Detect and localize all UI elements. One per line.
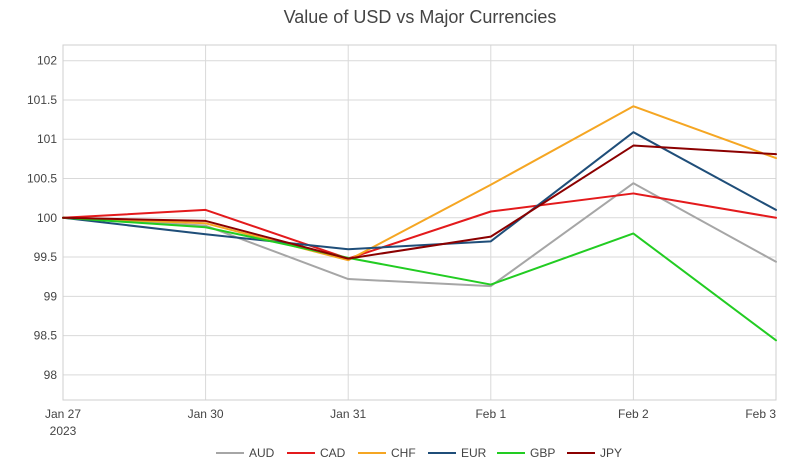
legend-label-gbp: GBP: [530, 446, 555, 460]
legend-label-cad: CAD: [320, 446, 346, 460]
x-tick-label: Jan 30: [188, 407, 224, 421]
legend-label-chf: CHF: [391, 446, 416, 460]
y-tick-label: 100: [37, 211, 57, 225]
y-tick-label: 99.5: [34, 250, 58, 264]
y-tick-label: 101: [37, 132, 57, 146]
x-tick-label: Jan 27: [45, 407, 81, 421]
series-line-jpy: [62, 144, 777, 260]
y-tick-label: 99: [44, 289, 58, 303]
series-line-aud: [62, 182, 777, 288]
series-line-gbp: [62, 216, 777, 342]
x-axis-ticks: Jan 27 2023 Jan 30 Jan 31 Feb 1 Feb 2 Feb 3: [45, 407, 776, 438]
x-tick-label: Feb 1: [475, 407, 506, 421]
y-tick-label: 101.5: [27, 93, 57, 107]
y-tick-label: 98.5: [34, 329, 58, 343]
x-tick-sublabel: 2023: [50, 424, 77, 438]
x-tick-label: Jan 31: [330, 407, 366, 421]
x-tick-label: Feb 3: [745, 407, 776, 421]
y-tick-label: 98: [44, 368, 58, 382]
series-lines: [62, 105, 777, 342]
y-tick-label: 102: [37, 54, 57, 68]
y-axis-ticks: 102 101.5 101 100.5 100 99.5 99 98.5 98: [27, 54, 57, 382]
series-line-chf: [62, 105, 777, 262]
legend-label-jpy: JPY: [600, 446, 622, 460]
grid-lines: [62, 45, 777, 400]
series-line-cad: [62, 192, 777, 260]
legend: AUD CAD CHF EUR GBP JPY: [216, 446, 622, 460]
legend-label-aud: AUD: [249, 446, 275, 460]
y-tick-label: 100.5: [27, 172, 57, 186]
legend-label-eur: EUR: [461, 446, 487, 460]
plot-area-frame: [62, 44, 777, 401]
series-line-eur: [62, 131, 777, 251]
x-tick-label: Feb 2: [618, 407, 649, 421]
chart-title: Value of USD vs Major Currencies: [284, 7, 557, 27]
